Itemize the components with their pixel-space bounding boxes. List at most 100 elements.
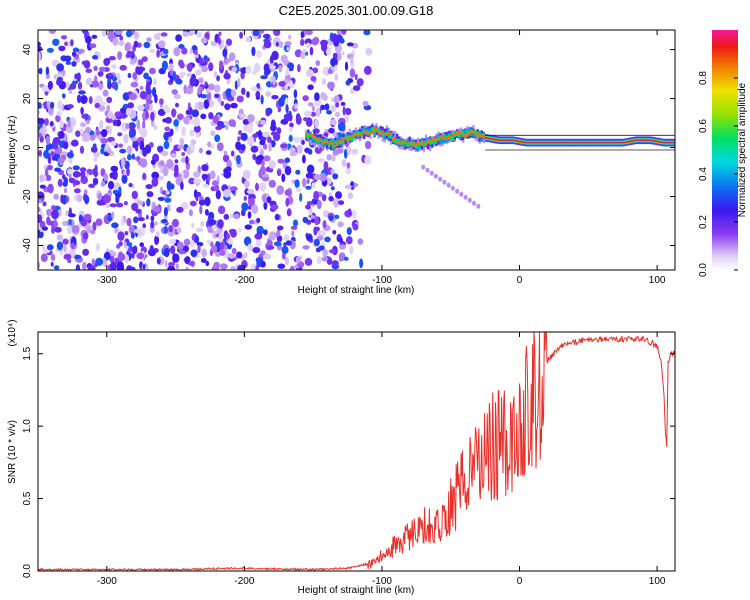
noise-blob (208, 83, 215, 91)
noise-blob (169, 69, 174, 76)
noise-blob (263, 155, 271, 162)
signal-trace-cell (633, 139, 636, 142)
snr-plot-area (38, 332, 675, 571)
signal-trace-cell (361, 133, 364, 137)
noise-blob (201, 248, 208, 258)
noise-blob (142, 264, 146, 270)
noise-blob (64, 41, 69, 47)
noise-blob (126, 265, 133, 270)
noise-blob (53, 219, 58, 228)
noise-blob (180, 202, 189, 210)
noise-blob (197, 244, 201, 254)
noise-blob (331, 154, 336, 162)
noise-blob (302, 95, 309, 102)
noise-blob (293, 89, 298, 99)
noise-blob (272, 132, 281, 142)
noise-blob (172, 253, 178, 263)
noise-blob (284, 165, 292, 176)
noise-blob (342, 106, 346, 116)
noise-blob (225, 38, 233, 46)
secondary-trace-blob (429, 170, 434, 176)
noise-blob (71, 225, 80, 234)
noise-blob (178, 59, 184, 68)
noise-blob (116, 261, 124, 270)
signal-trace-cell (375, 127, 378, 131)
signal-trace-cell (414, 144, 417, 148)
noise-blob (67, 119, 71, 128)
signal-trace-cell (373, 127, 376, 131)
noise-blob (84, 30, 88, 36)
signal-trace-cell (425, 143, 428, 146)
noise-blob (174, 159, 179, 164)
signal-trace-cell (645, 139, 648, 142)
noise-blob (80, 170, 86, 179)
noise-blob (311, 182, 316, 189)
noise-blob (343, 148, 348, 159)
noise-blob (119, 148, 127, 154)
noise-blob (102, 257, 107, 267)
secondary-trace-blob (433, 173, 438, 179)
noise-blob (150, 215, 155, 222)
noise-blob (277, 263, 286, 269)
noise-blob (246, 124, 253, 134)
noise-blob (267, 136, 272, 144)
signal-trace-cell (404, 140, 407, 143)
noise-blob (130, 81, 139, 88)
noise-blob (164, 126, 171, 132)
noise-blob (283, 113, 292, 122)
noise-blob (183, 84, 188, 95)
noise-blob (258, 129, 262, 140)
noise-blob (98, 66, 106, 72)
signal-trace-cell (458, 131, 461, 135)
noise-blob (331, 33, 338, 44)
noise-blob (123, 201, 128, 206)
figure-title: C2E5.2025.301.00.09.G18 (279, 3, 434, 18)
noise-blob (163, 207, 168, 217)
secondary-trace-blob (463, 194, 468, 200)
noise-blob (92, 55, 98, 60)
noise-blob (202, 183, 209, 188)
noise-blob (189, 129, 195, 137)
noise-blob (146, 37, 152, 42)
noise-blob (68, 219, 72, 226)
signal-trace-cell (433, 139, 436, 145)
signal-trace-cell (464, 133, 467, 137)
noise-blob (84, 195, 90, 204)
noise-blob (112, 119, 118, 127)
noise-blob (237, 264, 245, 270)
signal-trace-cell (323, 141, 327, 144)
noise-blob (200, 113, 207, 120)
noise-blob (76, 194, 83, 203)
noise-blob (170, 153, 177, 158)
noise-blob (350, 181, 354, 187)
noise-blob (207, 141, 212, 148)
signal-trace-cell (336, 142, 339, 145)
noise-blob (273, 241, 282, 247)
noise-blob (262, 143, 268, 150)
noise-blob (51, 209, 59, 220)
noise-blob (219, 242, 225, 250)
noise-blob (223, 213, 230, 220)
spectrogram-frame (37, 29, 676, 271)
noise-blob (62, 93, 66, 99)
noise-blob (136, 200, 144, 206)
noise-blob (323, 161, 329, 170)
noise-blob (145, 214, 149, 220)
noise-blob (88, 96, 93, 105)
noise-blob (307, 84, 314, 90)
noise-blob (163, 163, 168, 171)
noise-blob (49, 120, 54, 127)
noise-blob (255, 239, 262, 248)
noise-blob (308, 102, 314, 107)
signal-trace-cell (507, 139, 510, 142)
snr-y-multiplier: (x10⁴) (7, 319, 18, 346)
signal-trace-cell (406, 142, 409, 147)
noise-blob (241, 87, 246, 96)
noise-blob (54, 226, 62, 233)
noise-blob (271, 95, 279, 100)
noise-blob (89, 43, 97, 49)
noise-blob (123, 133, 129, 144)
noise-blob (159, 98, 164, 105)
noise-blob (240, 132, 248, 141)
noise-blob (100, 147, 105, 155)
